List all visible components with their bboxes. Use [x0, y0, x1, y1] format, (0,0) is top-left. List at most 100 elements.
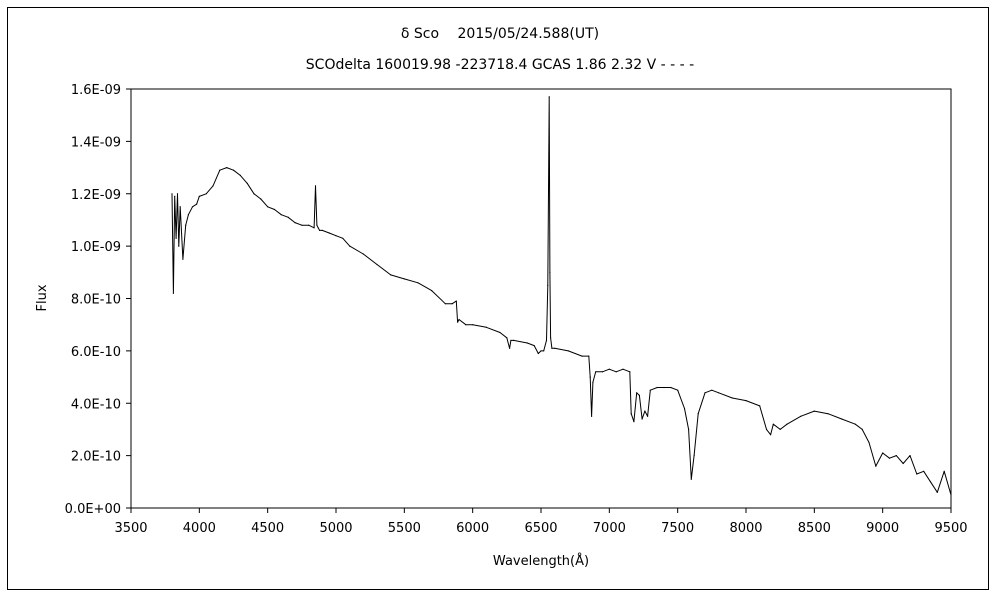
- x-tick-label: 4500: [251, 521, 284, 536]
- data-point: [196, 203, 198, 205]
- data-point: [868, 441, 870, 444]
- data-point: [185, 224, 187, 226]
- data-point: [187, 214, 189, 216]
- data-point: [690, 478, 692, 480]
- chart-title: δ Sco 2015/05/24.588(UT): [400, 26, 600, 42]
- data-point: [638, 394, 641, 396]
- data-point: [554, 347, 556, 349]
- data-point: [656, 386, 658, 389]
- data-point: [615, 371, 617, 373]
- data-point: [403, 278, 405, 280]
- data-point: [630, 413, 632, 415]
- data-point: [457, 321, 459, 323]
- data-point: [663, 386, 665, 389]
- data-point: [591, 415, 593, 417]
- data-point: [718, 392, 720, 394]
- data-point: [916, 473, 918, 475]
- data-point: [175, 237, 177, 239]
- data-point: [629, 371, 631, 373]
- data-point: [950, 494, 952, 496]
- data-point: [895, 455, 897, 457]
- x-tick-label: 6000: [456, 521, 489, 536]
- data-point: [198, 195, 200, 197]
- data-point: [267, 206, 269, 208]
- data-point: [765, 428, 768, 430]
- y-tick-label: 8.0E-10: [71, 293, 121, 308]
- data-point: [485, 326, 487, 328]
- data-point: [875, 465, 877, 467]
- data-point: [601, 371, 604, 373]
- data-point: [909, 455, 911, 457]
- data-point: [182, 258, 184, 260]
- data-point: [174, 195, 176, 197]
- data-point: [171, 193, 173, 195]
- data-point: [273, 208, 276, 211]
- data-point: [232, 169, 235, 171]
- data-point: [641, 418, 643, 420]
- data-point: [458, 318, 460, 321]
- data-point: [589, 376, 591, 378]
- data-point: [301, 224, 303, 226]
- data-point: [294, 222, 296, 224]
- data-point: [688, 428, 690, 430]
- data-point: [316, 224, 318, 226]
- data-point: [644, 410, 646, 412]
- data-point: [841, 418, 843, 420]
- data-point: [349, 245, 351, 247]
- x-tick-label: 8500: [798, 521, 831, 536]
- data-point: [704, 392, 706, 394]
- data-point: [328, 232, 330, 234]
- data-point: [172, 292, 174, 294]
- x-tick-label: 7500: [661, 521, 694, 536]
- data-point: [943, 470, 945, 472]
- data-point: [362, 253, 364, 255]
- data-point: [313, 227, 315, 229]
- data-point: [179, 206, 181, 208]
- data-point: [526, 342, 528, 344]
- data-point: [506, 337, 508, 339]
- data-point: [929, 481, 932, 483]
- data-point: [649, 389, 651, 391]
- data-point: [308, 224, 310, 226]
- data-point: [472, 324, 474, 326]
- data-point: [779, 428, 781, 430]
- data-point: [759, 405, 761, 407]
- data-point: [592, 381, 594, 383]
- data-point: [205, 193, 207, 195]
- data-point: [567, 350, 569, 352]
- data-point: [693, 455, 695, 457]
- data-point: [923, 470, 925, 472]
- data-point: [670, 386, 672, 389]
- data-point: [319, 229, 321, 231]
- y-tick-label: 6.0E-10: [71, 345, 121, 360]
- data-point: [545, 339, 548, 341]
- data-point: [595, 371, 597, 373]
- data-point: [451, 303, 453, 305]
- data-point: [636, 392, 638, 394]
- data-point: [314, 185, 317, 187]
- data-point: [342, 237, 344, 239]
- data-point: [902, 462, 904, 465]
- data-point: [608, 368, 610, 370]
- data-point: [770, 434, 772, 436]
- data-point: [888, 457, 891, 459]
- y-tick-label: 1.0E-09: [71, 240, 121, 255]
- data-point: [280, 214, 282, 216]
- y-tick-label: 4.0E-10: [71, 397, 121, 412]
- data-point: [191, 206, 194, 208]
- x-tick-label: 6500: [524, 521, 557, 536]
- data-point: [711, 389, 713, 391]
- data-point: [683, 407, 686, 410]
- data-point: [465, 324, 467, 326]
- data-point: [677, 389, 679, 391]
- data-point: [376, 263, 378, 266]
- data-point: [697, 413, 699, 415]
- data-point: [772, 423, 774, 425]
- data-point: [335, 235, 337, 237]
- data-point: [226, 167, 228, 169]
- data-point: [800, 415, 802, 417]
- data-point: [510, 339, 512, 341]
- data-point: [390, 274, 392, 276]
- data-point: [549, 271, 551, 273]
